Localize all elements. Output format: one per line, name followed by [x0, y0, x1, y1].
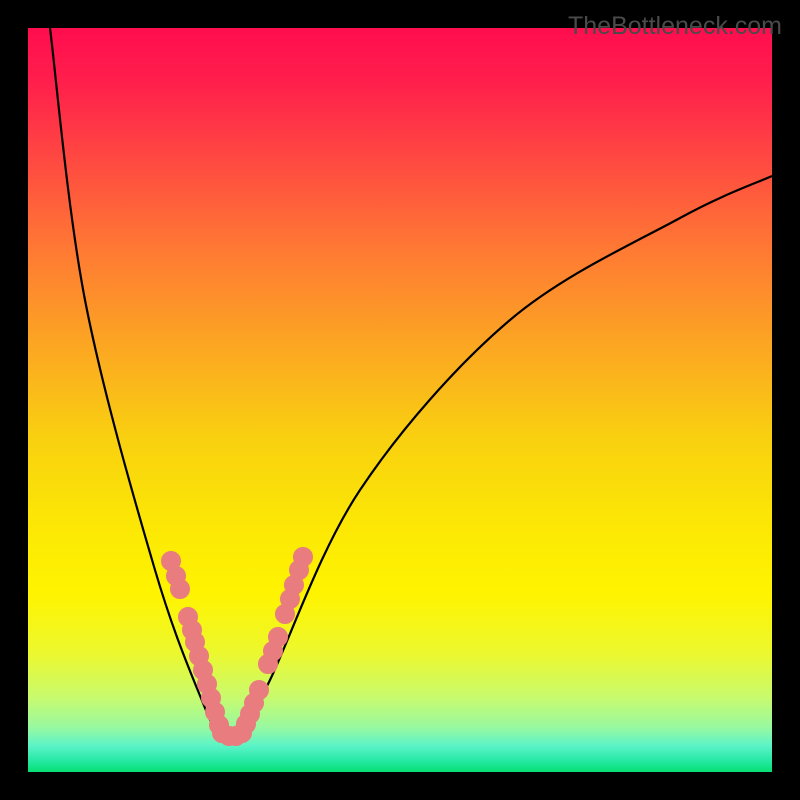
chart-container: TheBottleneck.com: [0, 0, 800, 800]
watermark-text: TheBottleneck.com: [568, 12, 782, 41]
marker-point: [171, 580, 190, 599]
chart-svg: [0, 0, 800, 800]
marker-point: [269, 628, 288, 647]
marker-point: [250, 681, 269, 700]
plot-background: [28, 28, 772, 772]
marker-point: [294, 548, 313, 567]
